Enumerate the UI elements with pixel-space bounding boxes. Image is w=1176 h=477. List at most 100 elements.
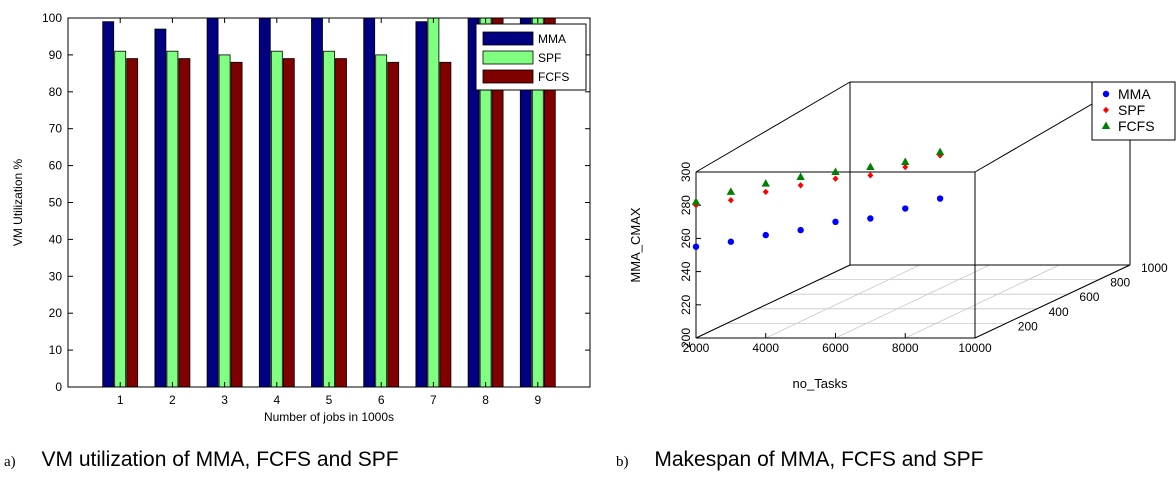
bar-mma-6	[363, 17, 376, 388]
legend-label-spf: SPF	[1118, 102, 1145, 118]
point-mma	[867, 215, 874, 222]
bar-spf-5	[323, 50, 335, 388]
bar-mma-1	[102, 21, 115, 388]
z-tick-label-240: 240	[679, 261, 693, 281]
x-tick-label-2: 2	[169, 393, 176, 407]
x-tick-label-2000: 2000	[683, 341, 710, 355]
point-fcfs	[866, 162, 875, 171]
y-tick-label-800: 800	[1110, 276, 1130, 290]
point-mma	[832, 218, 839, 225]
bar-mma-3	[206, 17, 219, 388]
plot-frame	[67, 17, 591, 388]
caption-b: b) Makespan of MMA, FCFS and SPF	[616, 448, 983, 472]
bar-mma-2	[154, 28, 167, 388]
y-tick-label-100: 100	[42, 11, 62, 25]
legend-swatch-spf	[482, 50, 534, 65]
y-tick-label-70: 70	[49, 122, 63, 136]
z-axis-title: MMA_CMAX	[628, 207, 643, 282]
bar-fcfs-5	[335, 58, 347, 388]
y-tick-label-200: 200	[1018, 319, 1038, 333]
legend-marker-spf	[1103, 106, 1109, 114]
z-tick-label-280: 280	[679, 195, 693, 215]
caption-a-text: VM utilization of MMA, FCFS and SPF	[41, 448, 399, 471]
x-tick-label-3: 3	[221, 393, 228, 407]
x-tick-label-4000: 4000	[752, 341, 779, 355]
grid-line-x	[835, 264, 990, 339]
point-mma	[727, 238, 735, 245]
point-spf	[727, 197, 734, 204]
x-tick-label-6: 6	[378, 393, 385, 407]
point-fcfs	[761, 179, 770, 187]
bar-mma-5	[311, 17, 323, 388]
legend-label-fcfs: FCFS	[1118, 118, 1155, 134]
point-fcfs	[726, 187, 736, 195]
bar-fcfs-7	[439, 61, 452, 388]
bar-fcfs-4	[282, 58, 295, 388]
x-tick-label-1: 1	[117, 393, 124, 407]
x-tick-label-10000: 10000	[958, 341, 992, 355]
y-tick-label-0: 0	[55, 380, 62, 394]
box-edge	[695, 264, 851, 339]
bar-spf-7	[427, 17, 440, 388]
y-tick-label-60: 60	[49, 159, 63, 173]
x-tick-label-9: 9	[534, 393, 541, 407]
x-tick-label-7: 7	[430, 393, 437, 407]
z-tick-label-220: 220	[679, 294, 693, 314]
point-spf	[762, 188, 769, 196]
bar-mma-4	[258, 17, 271, 388]
bar-spf-3	[218, 54, 231, 388]
legend-marker-mma	[1102, 90, 1110, 98]
x-tick-label-4: 4	[273, 393, 280, 407]
box-edge	[695, 81, 851, 173]
caption-a: a) VM utilization of MMA, FCFS and SPF	[4, 448, 399, 472]
point-fcfs	[901, 157, 910, 166]
point-spf	[797, 182, 804, 189]
point-spf	[832, 175, 839, 182]
point-fcfs	[935, 147, 945, 156]
point-fcfs	[796, 172, 805, 180]
y-tick-label-80: 80	[49, 85, 63, 99]
z-tick-label-300: 300	[679, 162, 693, 182]
point-spf	[867, 172, 874, 179]
x-tick-label-6000: 6000	[822, 341, 849, 355]
bar-spf-6	[375, 54, 388, 388]
bar-spf-2	[166, 50, 179, 388]
legend-label-mma: MMA	[538, 32, 566, 46]
bar-fcfs-6	[387, 61, 400, 388]
y-tick-label-40: 40	[49, 232, 63, 246]
bar-fcfs-2	[178, 58, 191, 388]
point-mma	[797, 226, 804, 234]
y-tick-label-20: 20	[49, 306, 63, 320]
z-tick-label-200: 200	[679, 328, 693, 348]
y-tick-label-400: 400	[1049, 305, 1069, 319]
point-spf	[902, 163, 909, 171]
x-axis-title: Number of jobs in 1000s	[264, 410, 394, 424]
point-mma	[902, 205, 909, 212]
caption-b-text: Makespan of MMA, FCFS and SPF	[654, 448, 984, 471]
x-tick-label-8: 8	[482, 393, 489, 407]
z-tick-label-260: 260	[679, 228, 693, 248]
bar-fcfs-1	[126, 58, 139, 388]
y-tick-label-50: 50	[49, 196, 63, 210]
point-mma	[692, 243, 700, 250]
bar-spf-4	[270, 50, 283, 388]
bar-fcfs-3	[230, 61, 243, 388]
point-fcfs	[691, 197, 701, 205]
legend-label-spf: SPF	[538, 51, 561, 65]
y-axis-title: VM Utilization %	[11, 158, 25, 246]
caption-b-letter: b)	[616, 454, 629, 470]
bar-mma-7	[415, 21, 428, 388]
y-tick-label-600: 600	[1079, 290, 1099, 304]
legend-label-fcfs: FCFS	[538, 70, 569, 84]
legend-label-mma: MMA	[1118, 86, 1151, 102]
y-tick-label-30: 30	[49, 269, 63, 283]
legend-swatch-mma	[482, 31, 534, 46]
x-tick-label-5: 5	[326, 393, 333, 407]
legend-marker-fcfs	[1101, 121, 1111, 129]
point-fcfs	[831, 167, 840, 175]
x-axis-title: no_Tasks	[793, 376, 848, 391]
bar-spf-1	[114, 50, 127, 388]
y-tick-label-90: 90	[49, 48, 63, 62]
